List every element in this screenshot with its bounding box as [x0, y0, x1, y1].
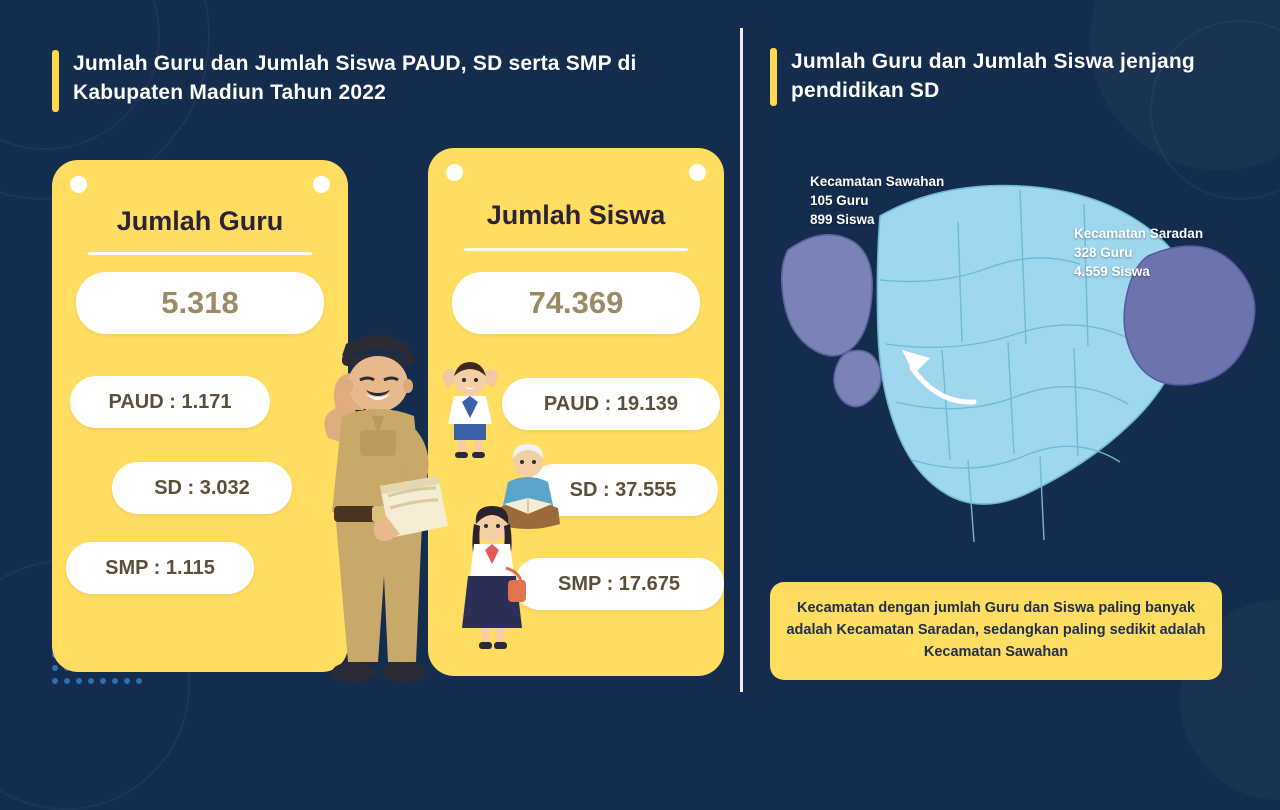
total-guru-pill: 5.318 — [76, 272, 324, 334]
label-saradan-siswa: 4.559 Siswa — [1074, 264, 1150, 280]
guru-paud-pill: PAUD : 1.171 — [70, 376, 270, 428]
card-rule — [88, 252, 312, 255]
card-heading: Jumlah Siswa — [486, 200, 666, 230]
student-reading-illustration — [496, 444, 560, 529]
card-jumlah-guru: Jumlah Guru 5.318 PAUD : 1.171 SD : 3.03… — [52, 160, 348, 672]
right-panel: Jumlah Guru dan Jumlah Siswa jenjang pen… — [742, 0, 1280, 720]
left-title: Jumlah Guru dan Jumlah Siswa PAUD, SD se… — [52, 50, 702, 112]
card-notch — [70, 176, 87, 193]
card-rule — [464, 248, 688, 251]
total-siswa-pill: 74.369 — [452, 272, 700, 334]
title-accent-bar — [770, 48, 777, 106]
card-notch — [313, 176, 330, 193]
siswa-paud-pill: PAUD : 19.139 — [502, 378, 720, 430]
label-sawahan-siswa: 899 Siswa — [810, 212, 875, 228]
card-notch — [446, 164, 463, 181]
label-sawahan-guru: 105 Guru — [810, 193, 869, 209]
panel-divider — [740, 28, 743, 692]
siswa-sd-pill: SD : 37.555 — [528, 464, 718, 516]
card-notch — [689, 164, 706, 181]
right-title: Jumlah Guru dan Jumlah Siswa jenjang pen… — [770, 48, 1200, 106]
guru-smp-pill: SMP : 1.115 — [66, 542, 254, 594]
title-accent-bar — [52, 50, 59, 112]
siswa-smp-pill: SMP : 17.675 — [514, 558, 724, 610]
map-region-sawahan — [780, 233, 873, 357]
label-sawahan: Kecamatan Sawahan 105 Guru 899 Siswa — [810, 172, 944, 229]
teacher-illustration — [324, 335, 448, 682]
map-region-saradan — [1123, 245, 1256, 386]
student-boy-illustration — [442, 362, 498, 458]
label-saradan-guru: 328 Guru — [1074, 245, 1133, 261]
madiun-regency-map — [780, 184, 1256, 543]
label-sawahan-name: Kecamatan Sawahan — [810, 174, 945, 189]
card-heading: Jumlah Guru — [116, 206, 284, 236]
label-saradan-name: Kecamatan Saradan — [1074, 226, 1204, 241]
map-note: Kecamatan dengan jumlah Guru dan Siswa p… — [770, 582, 1222, 680]
student-girl-illustration — [462, 506, 526, 649]
right-title-text: Jumlah Guru dan Jumlah Siswa jenjang pen… — [791, 50, 1195, 102]
left-title-text: Jumlah Guru dan Jumlah Siswa PAUD, SD se… — [73, 52, 637, 104]
left-panel: Jumlah Guru dan Jumlah Siswa PAUD, SD se… — [52, 50, 724, 684]
guru-sd-pill: SD : 3.032 — [112, 462, 292, 514]
label-saradan: Kecamatan Saradan 328 Guru 4.559 Siswa — [1074, 224, 1203, 281]
